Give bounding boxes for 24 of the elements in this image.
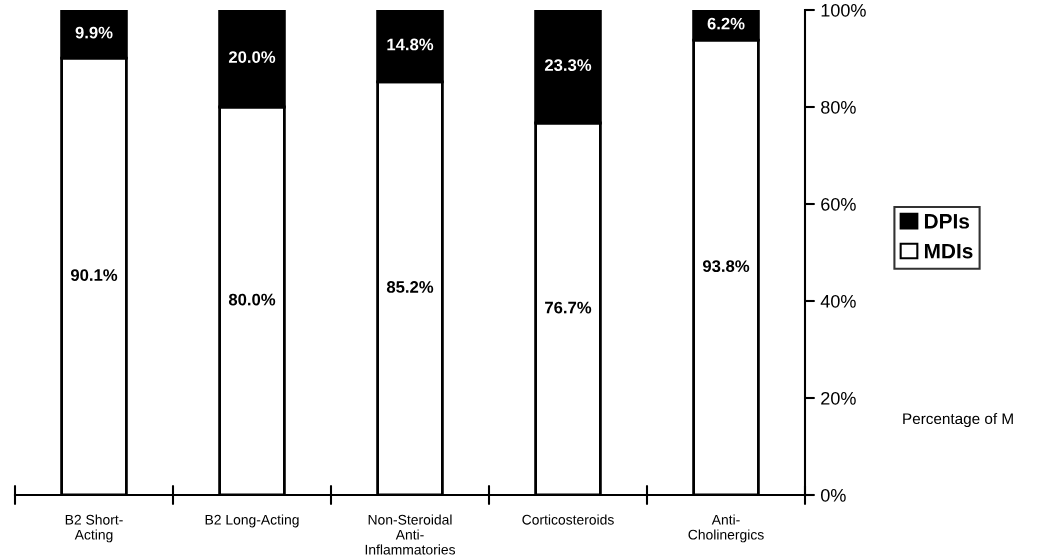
y-tick-label: 0% bbox=[820, 488, 846, 502]
x-tick-label: Non-Steroidal Anti- Inflammatories bbox=[365, 514, 456, 555]
y-tick-label: 60% bbox=[821, 197, 856, 211]
data-label: 90.1% bbox=[70, 269, 118, 281]
y-tick-label: 100% bbox=[821, 3, 866, 17]
y-axis-title: Percentage of M bbox=[903, 412, 1013, 428]
data-label: 85.2% bbox=[386, 281, 434, 293]
x-tick-label: B2 Short- Acting bbox=[65, 514, 123, 543]
data-label: 6.2% bbox=[707, 17, 745, 30]
data-label: 20.0% bbox=[228, 51, 276, 63]
x-tick-label: Corticosteroids bbox=[522, 514, 614, 525]
data-label: 76.7% bbox=[545, 301, 592, 314]
data-label: 23.3% bbox=[544, 59, 592, 71]
y-tick-label: 40% bbox=[820, 294, 856, 308]
legend-label: DPIs bbox=[924, 214, 970, 229]
legend-label: MDIs bbox=[924, 243, 973, 259]
x-tick-label: Anti- Cholinergics bbox=[688, 514, 764, 543]
data-label: 80.0% bbox=[228, 293, 276, 306]
y-tick-label: 80% bbox=[821, 100, 856, 114]
data-label: 93.8% bbox=[702, 260, 750, 273]
data-label: 14.8% bbox=[387, 38, 434, 51]
data-label: 9.9% bbox=[75, 26, 113, 39]
y-tick-label: 20% bbox=[821, 391, 856, 405]
x-tick-label: B2 Long-Acting bbox=[205, 514, 299, 528]
